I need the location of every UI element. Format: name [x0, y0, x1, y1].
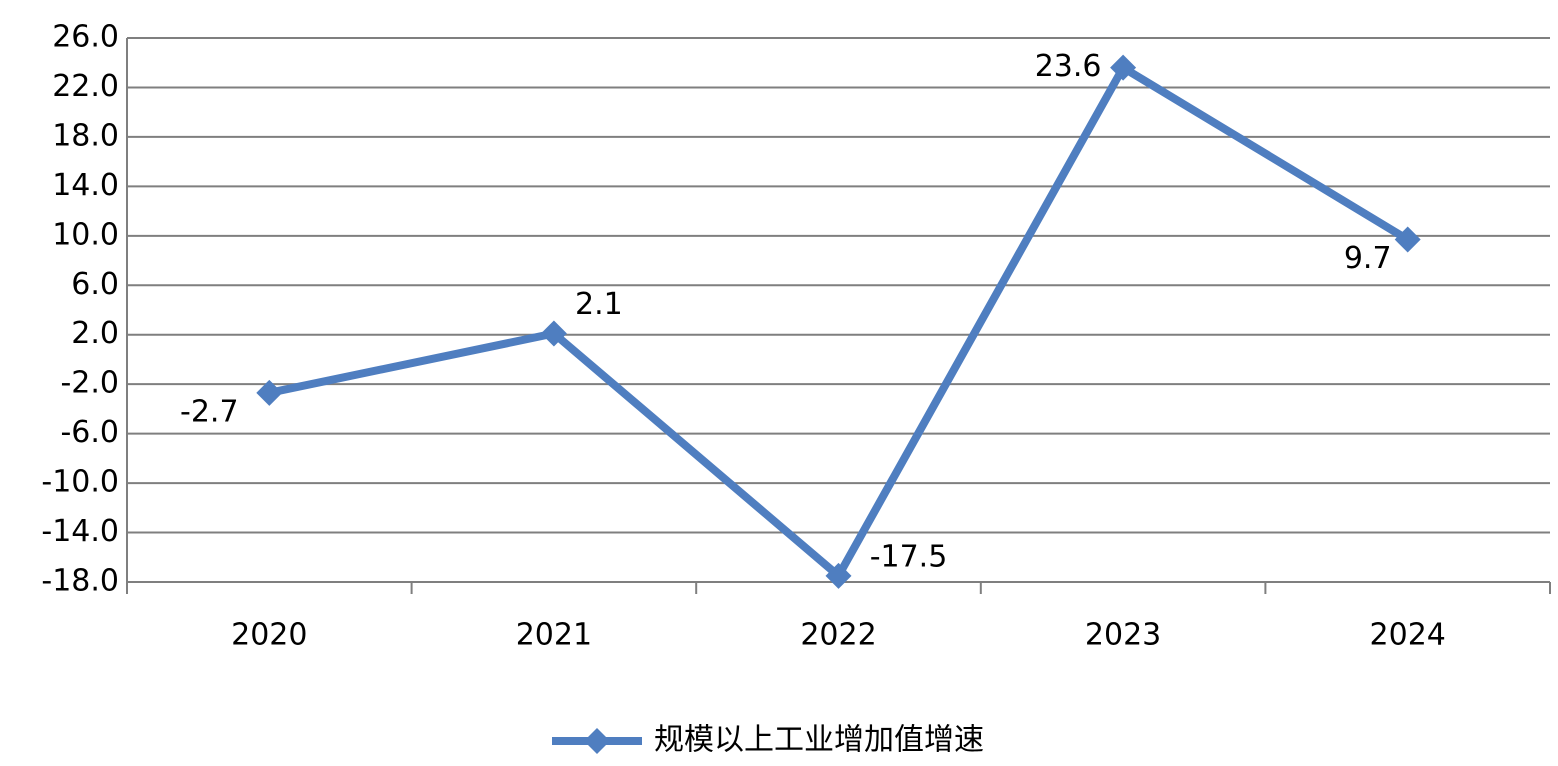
data-label: 9.7: [1344, 241, 1392, 276]
y-tick-label: -6.0: [60, 415, 119, 450]
marker: [1394, 226, 1421, 253]
x-tick-label: 2023: [1085, 618, 1161, 653]
legend-label: 规模以上工业增加值增速: [654, 723, 984, 758]
x-tick-label: 2022: [800, 618, 876, 653]
data-label: -2.7: [180, 394, 239, 429]
x-tick-label: 2024: [1370, 618, 1446, 653]
data-label: -17.5: [870, 539, 948, 574]
y-tick-label: 26.0: [52, 20, 119, 55]
y-tick-label: 6.0: [71, 267, 119, 302]
marker: [256, 379, 283, 406]
y-tick-label: -14.0: [41, 514, 119, 549]
x-tick-label: 2020: [231, 618, 307, 653]
y-tick-label: -10.0: [41, 465, 119, 500]
marker: [540, 320, 567, 347]
data-label: 2.1: [575, 287, 623, 322]
legend-marker: [584, 728, 610, 754]
data-label: 23.6: [1035, 49, 1102, 84]
y-tick-label: -2.0: [60, 366, 119, 401]
y-tick-label: 14.0: [52, 168, 119, 203]
y-tick-label: 10.0: [52, 217, 119, 252]
y-tick-label: 18.0: [52, 118, 119, 153]
marker: [825, 562, 852, 589]
y-tick-label: -18.0: [41, 564, 119, 599]
y-tick-label: 22.0: [52, 69, 119, 104]
marker: [1110, 54, 1137, 81]
line: [268, 63, 1410, 580]
y-tick-label: 2.0: [71, 316, 119, 351]
x-tick-label: 2021: [516, 618, 592, 653]
